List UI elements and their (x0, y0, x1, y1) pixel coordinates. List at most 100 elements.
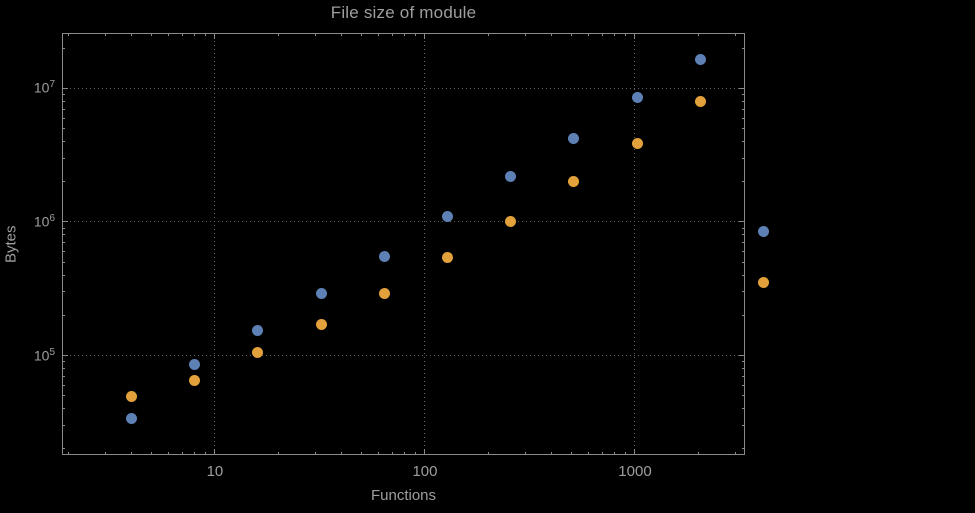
x-axis-tick (404, 33, 406, 36)
y-axis-tick (62, 227, 65, 229)
y-axis-tick (62, 384, 65, 386)
x-axis-tick (277, 452, 279, 455)
x-axis-tick (181, 33, 183, 36)
y-axis-tick (742, 94, 745, 96)
y-axis-tick (742, 227, 745, 229)
y-axis-tick (742, 117, 745, 119)
y-axis-tick (742, 234, 745, 236)
data-point-blue (252, 324, 264, 336)
y-axis-tick (742, 367, 745, 369)
x-axis-tick (587, 452, 589, 455)
y-axis-tick (62, 291, 65, 293)
x-axis-tick (404, 452, 406, 455)
data-point-orange (694, 95, 706, 107)
data-point-blue (694, 53, 706, 65)
data-point-orange (568, 176, 580, 188)
x-tick-label: 1000 (618, 463, 652, 480)
data-point-blue (315, 288, 327, 300)
x-axis-tick (697, 33, 699, 36)
y-axis-tick (62, 261, 65, 263)
x-gridline (634, 33, 636, 455)
x-axis-tick (151, 33, 153, 36)
y-axis-tick (742, 157, 745, 159)
x-axis-tick (314, 33, 316, 36)
data-point-blue (631, 92, 643, 104)
y-axis-tick (742, 242, 745, 244)
x-axis-tick (601, 33, 603, 36)
chart-title: File size of module (330, 3, 477, 22)
x-axis-tick (214, 449, 216, 455)
x-axis-tick (167, 452, 169, 455)
y-axis-tick (62, 375, 65, 377)
y-axis-tick (62, 242, 65, 244)
x-axis-tick (194, 452, 196, 455)
x-axis-tick (361, 452, 363, 455)
data-point-orange (378, 288, 390, 300)
y-axis-tick (742, 361, 745, 363)
x-axis-tick (340, 452, 342, 455)
y-axis-tick (742, 47, 745, 49)
y-axis-tick (62, 181, 65, 183)
y-tick-label: 105 (33, 346, 55, 364)
x-axis-tick (414, 452, 416, 455)
y-axis-tick (62, 221, 68, 223)
y-axis-tick (62, 87, 68, 89)
x-axis-tick (361, 33, 363, 36)
y-gridline (62, 355, 745, 357)
x-axis-label: Functions (370, 487, 437, 504)
x-axis-tick (634, 33, 636, 39)
x-gridline (424, 33, 426, 455)
data-point-orange (758, 277, 770, 289)
x-axis-tick (414, 33, 416, 36)
data-point-blue (125, 412, 137, 424)
x-axis-tick (130, 452, 132, 455)
x-axis-tick (167, 33, 169, 36)
y-axis-tick (742, 181, 745, 183)
y-gridline (62, 221, 745, 223)
x-gridline (214, 33, 216, 455)
x-axis-tick (587, 33, 589, 36)
y-axis-label: Bytes (2, 225, 20, 263)
data-point-orange (631, 137, 643, 149)
y-axis-tick (62, 117, 65, 119)
y-axis-tick (742, 251, 745, 253)
x-axis-tick (624, 33, 626, 36)
data-point-orange (189, 375, 201, 387)
y-axis-tick (62, 108, 65, 110)
y-axis-tick (62, 100, 65, 102)
x-axis-tick (734, 452, 736, 455)
x-axis-tick (277, 33, 279, 36)
y-axis-tick (742, 100, 745, 102)
x-axis-tick (734, 33, 736, 36)
x-tick-label: 100 (412, 463, 438, 480)
data-point-blue (758, 225, 770, 237)
data-point-orange (125, 391, 137, 403)
y-axis-tick (742, 108, 745, 110)
y-axis-tick (62, 395, 65, 397)
x-axis-tick (204, 452, 206, 455)
y-axis-tick (62, 94, 65, 96)
x-axis-tick (391, 452, 393, 455)
y-axis-tick (742, 395, 745, 397)
x-axis-tick (214, 33, 216, 39)
y-axis-tick (62, 314, 65, 316)
y-axis-tick (742, 448, 745, 450)
y-axis-tick (62, 157, 65, 159)
y-axis-tick (62, 355, 68, 357)
data-point-orange (505, 216, 517, 228)
x-axis-tick (67, 452, 69, 455)
x-axis-tick (697, 452, 699, 455)
y-axis-tick (62, 47, 65, 49)
x-axis-tick (194, 33, 196, 36)
x-axis-tick (181, 452, 183, 455)
y-axis-tick (742, 291, 745, 293)
y-axis-tick (62, 367, 65, 369)
data-point-orange (252, 347, 264, 359)
x-axis-tick (634, 449, 636, 455)
x-axis-tick (314, 452, 316, 455)
x-axis-tick (487, 452, 489, 455)
y-axis-tick (742, 375, 745, 377)
x-tick-label: 10 (206, 463, 224, 480)
y-axis-tick (742, 408, 745, 410)
plot-frame (62, 33, 745, 455)
